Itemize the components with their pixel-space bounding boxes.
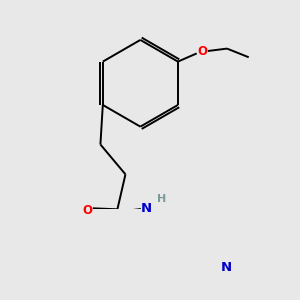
Text: O: O bbox=[82, 204, 92, 218]
Text: N: N bbox=[221, 261, 232, 274]
Text: H: H bbox=[158, 194, 167, 204]
Text: O: O bbox=[197, 44, 207, 58]
Text: N: N bbox=[141, 202, 152, 214]
